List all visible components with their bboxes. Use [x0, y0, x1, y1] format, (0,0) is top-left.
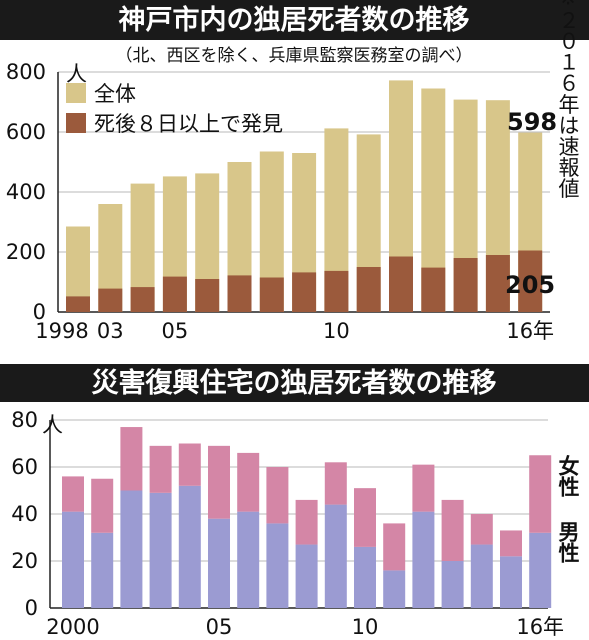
chart1-ytick: 800 [6, 60, 46, 84]
chart2-bar-female [529, 455, 552, 533]
chart1-bar-late [259, 277, 284, 312]
chart1-legend-label: 全体 [94, 82, 136, 106]
chart1-xtick: 16年 [506, 319, 554, 343]
chart2-bar-female [208, 445, 230, 519]
chart2-title: 災害復興住宅の独居死者数の推移 [92, 367, 497, 399]
chart2-bar-female [470, 514, 493, 545]
chart2-bar-female [178, 443, 201, 486]
chart1-subtitle: （北、西区を除く、兵庫県監察医務室の調べ） [116, 46, 473, 66]
chart2-bar-male [383, 570, 406, 608]
chart1-label-late: 205 [505, 271, 555, 299]
chart2-xtick: 05 [206, 615, 233, 639]
chart2-bar-male [529, 532, 552, 608]
chart1-bar-late [227, 275, 252, 312]
chart2-xtick: 10 [352, 615, 379, 639]
chart2-bar-female [295, 499, 318, 545]
chart2-bar-female [324, 462, 347, 505]
chart2-bar-female [354, 488, 376, 547]
chart1-unit: 人 [66, 62, 87, 86]
chart2-bar-male [412, 511, 435, 608]
chart2-bar-female [412, 464, 435, 512]
chart1-bar-late [292, 272, 317, 312]
chart1-bar-late [98, 288, 123, 312]
chart1-legend-swatch [66, 113, 86, 133]
chart2-bar-female [120, 427, 143, 491]
chart1-bar-late [195, 279, 220, 312]
chart2-bar-female [266, 467, 289, 524]
chart1-note: ※２０１６年は速報値 [556, 0, 580, 199]
chart1-xtick: 10 [323, 319, 350, 343]
chart2-bar-male [470, 544, 493, 608]
chart2-bar-male [91, 532, 114, 608]
chart2-bar-female [62, 476, 84, 512]
chart2-unit: 人 [42, 413, 63, 437]
chart1-bar-late [453, 258, 478, 312]
chart1-ytick: 200 [6, 240, 46, 264]
chart1-bar-late [518, 250, 543, 312]
chart2-title-bar [0, 364, 589, 402]
chart1-bar-late [421, 267, 446, 312]
chart2-bar-female [91, 478, 114, 533]
chart2-bar-male [178, 485, 201, 608]
chart2-xtick: 2000 [46, 615, 99, 639]
chart2-bar-male [149, 492, 172, 608]
chart2-bar-male [62, 511, 84, 608]
chart2-bar-male [208, 518, 230, 608]
chart1-legend-label: 死後８日以上で発見 [94, 112, 283, 136]
chart2-xtick: 16年 [516, 615, 564, 639]
chart2-ytick: 40 [11, 502, 38, 526]
chart1-xtick: 03 [97, 319, 124, 343]
chart1-legend-swatch [66, 83, 86, 103]
chart2-bar-male [266, 523, 289, 608]
chart2-bar-female [441, 499, 464, 561]
chart1-bar-late [66, 296, 90, 312]
chart2-bar-male [237, 511, 260, 608]
chart2-bar-female [149, 445, 172, 493]
chart1-bar-late [324, 270, 349, 312]
chart1-ytick: 0 [33, 300, 46, 324]
chart1-xtick: 1998 [35, 319, 88, 343]
chart1-bar-late [130, 287, 155, 312]
chart2-legend-male: 男性 [556, 521, 580, 564]
chart2-bar-male [441, 561, 464, 608]
chart1-xtick: 05 [162, 319, 189, 343]
chart2-ytick: 0 [25, 596, 38, 620]
chart2-bar-female [500, 530, 522, 557]
chart2-bar-male [324, 504, 347, 608]
chart1-bar-late [162, 276, 187, 312]
chart1: 神戸市内の独居死者数の推移 （北、西区を除く、兵庫県監察医務室の調べ） 0 200… [0, 0, 589, 343]
chart1-bar-late [389, 256, 413, 312]
chart2-legend-female: 女性 [556, 454, 580, 498]
chart1-title-bar [0, 0, 589, 40]
chart2-ytick: 20 [11, 549, 38, 573]
chart2-bar-male [295, 544, 318, 608]
chart1-bar-late [485, 255, 510, 312]
chart1-title: 神戸市内の独居死者数の推移 [119, 4, 470, 36]
chart2-bar-male [500, 556, 522, 608]
chart2-ytick: 60 [11, 455, 38, 479]
chart2-bar-male [354, 546, 376, 608]
chart2-ytick: 80 [11, 408, 38, 432]
chart2-bar-female [237, 452, 260, 512]
chart1-bar-late [356, 267, 381, 312]
chart1-label-total: 598 [507, 108, 557, 136]
chart1-ytick: 600 [6, 120, 46, 144]
chart1-ytick: 400 [6, 180, 46, 204]
chart2-bar-male [120, 490, 143, 608]
chart2-bar-female [383, 523, 406, 571]
